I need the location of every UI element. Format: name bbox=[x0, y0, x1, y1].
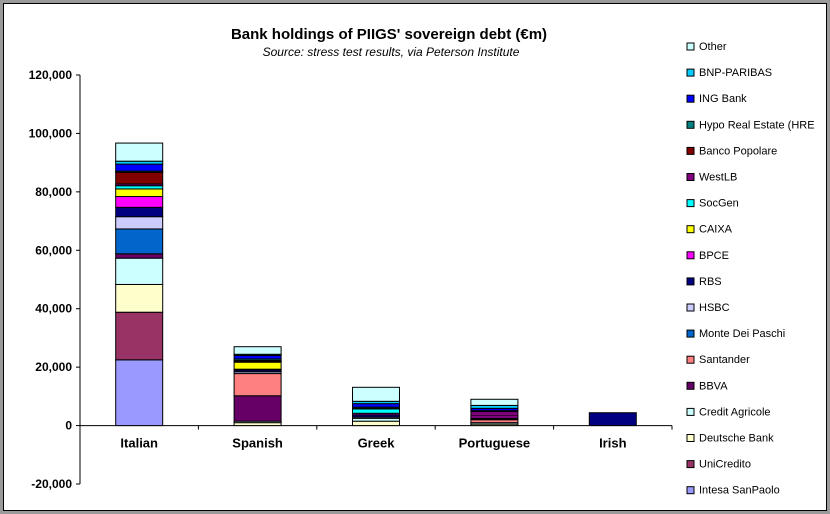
bar-segment bbox=[115, 216, 164, 230]
legend-swatch bbox=[686, 94, 695, 103]
x-category-label: Spanish bbox=[232, 436, 283, 451]
legend-item: Other bbox=[686, 41, 727, 53]
bar-segment bbox=[352, 408, 400, 414]
legend-swatch bbox=[686, 42, 695, 51]
bar-segment bbox=[588, 412, 637, 427]
bar-segment bbox=[233, 361, 282, 370]
bar-segment bbox=[115, 188, 164, 198]
legend-item: Monte Dei Paschi bbox=[686, 328, 785, 340]
legend-label: Other bbox=[699, 41, 727, 53]
bar-segment bbox=[470, 411, 519, 417]
legend-item: Intesa SanPaolo bbox=[686, 485, 780, 497]
bar-segment bbox=[115, 228, 164, 255]
bar-segment bbox=[233, 346, 282, 355]
legend-swatch bbox=[686, 251, 695, 260]
legend-label: Intesa SanPaolo bbox=[699, 485, 780, 497]
bar-segment bbox=[115, 142, 164, 162]
x-category-label: Italian bbox=[120, 436, 158, 451]
bar-segment bbox=[233, 395, 282, 422]
bar-segment bbox=[352, 420, 400, 427]
chart-title: Bank holdings of PIIGS' sovereign debt (… bbox=[231, 26, 547, 43]
legend-label: RBS bbox=[699, 276, 722, 288]
legend-swatch bbox=[686, 460, 695, 469]
bar-segment bbox=[115, 283, 164, 313]
x-category-label: Portuguese bbox=[459, 436, 531, 451]
y-tick-label: 100,000 bbox=[29, 126, 73, 140]
legend-item: BPCE bbox=[686, 250, 729, 262]
legend-swatch bbox=[686, 381, 695, 390]
legend-label: BPCE bbox=[699, 250, 729, 262]
y-tick-label: 80,000 bbox=[35, 185, 72, 199]
legend-swatch bbox=[686, 434, 695, 442]
legend-label: BNP-PARIBAS bbox=[699, 67, 772, 79]
legend-item: ING Bank bbox=[686, 93, 747, 105]
legend-label: ING Bank bbox=[699, 93, 747, 105]
chart-frame: Bank holdings of PIIGS' sovereign debt (… bbox=[3, 3, 827, 511]
bar-segment bbox=[352, 386, 400, 402]
chart-subtitle: Source: stress test results, via Peterso… bbox=[263, 45, 520, 59]
legend-label: Hypo Real Estate (HRE bbox=[699, 119, 815, 131]
legend-swatch bbox=[686, 486, 695, 495]
legend-swatch bbox=[686, 225, 695, 234]
bar-segment bbox=[115, 206, 164, 218]
legend-swatch bbox=[686, 199, 695, 208]
bar-segment bbox=[233, 373, 282, 397]
legend-item: BNP-PARIBAS bbox=[686, 67, 772, 79]
legend-swatch bbox=[686, 355, 695, 364]
legend-label: Santander bbox=[699, 354, 750, 366]
bar-segment bbox=[115, 163, 164, 172]
legend-item: Deutsche Bank bbox=[686, 433, 774, 445]
legend-swatch bbox=[686, 277, 695, 286]
legend-item: Credit Agricole bbox=[686, 406, 771, 418]
bar-segment bbox=[115, 196, 164, 208]
x-category-label: Irish bbox=[599, 436, 627, 451]
y-tick-label: 0 bbox=[65, 419, 72, 433]
bar-segment bbox=[115, 311, 164, 361]
bar-segment bbox=[115, 171, 164, 185]
legend-swatch bbox=[686, 68, 695, 77]
legend-swatch bbox=[686, 407, 695, 416]
legend-item: Banco Popolare bbox=[686, 145, 777, 157]
legend-item: UniCredito bbox=[686, 459, 751, 471]
legend-item: CAIXA bbox=[686, 224, 733, 236]
legend-label: Monte Dei Paschi bbox=[699, 328, 785, 340]
legend-item: SocGen bbox=[686, 198, 739, 210]
bar-segment bbox=[233, 354, 282, 360]
legend-label: Banco Popolare bbox=[699, 145, 777, 157]
bar-segment bbox=[470, 398, 519, 406]
bar-segment bbox=[115, 253, 164, 259]
x-category-label: Greek bbox=[358, 436, 396, 451]
y-tick-label: 60,000 bbox=[35, 243, 72, 257]
legend-label: Credit Agricole bbox=[699, 406, 771, 418]
legend-label: UniCredito bbox=[699, 459, 751, 471]
legend-item: BBVA bbox=[686, 380, 728, 392]
legend-item: HSBC bbox=[686, 302, 730, 314]
bar-segment bbox=[115, 359, 164, 427]
legend-item: Santander bbox=[686, 354, 750, 366]
legend-swatch bbox=[686, 146, 695, 155]
y-tick-label: 120,000 bbox=[29, 68, 73, 82]
legend-item: Hypo Real Estate (HRE bbox=[686, 119, 815, 131]
bar-segment bbox=[115, 257, 164, 285]
stacked-bar-chart: Bank holdings of PIIGS' sovereign debt (… bbox=[29, 26, 815, 497]
legend-swatch bbox=[686, 303, 695, 312]
bar-segment bbox=[352, 403, 400, 408]
legend-label: CAIXA bbox=[699, 224, 733, 236]
legend-label: WestLB bbox=[699, 172, 737, 184]
legend-swatch bbox=[686, 329, 695, 338]
legend-label: HSBC bbox=[699, 302, 730, 314]
legend-item: WestLB bbox=[686, 172, 737, 184]
legend-swatch bbox=[686, 173, 695, 181]
legend-label: Deutsche Bank bbox=[699, 433, 774, 445]
legend-label: BBVA bbox=[699, 380, 728, 392]
y-tick-label: 20,000 bbox=[35, 360, 72, 374]
y-tick-label: -20,000 bbox=[31, 477, 72, 491]
legend-label: SocGen bbox=[699, 198, 739, 210]
legend-item: RBS bbox=[686, 276, 722, 288]
y-tick-label: 40,000 bbox=[35, 302, 72, 316]
legend-swatch bbox=[686, 120, 695, 129]
